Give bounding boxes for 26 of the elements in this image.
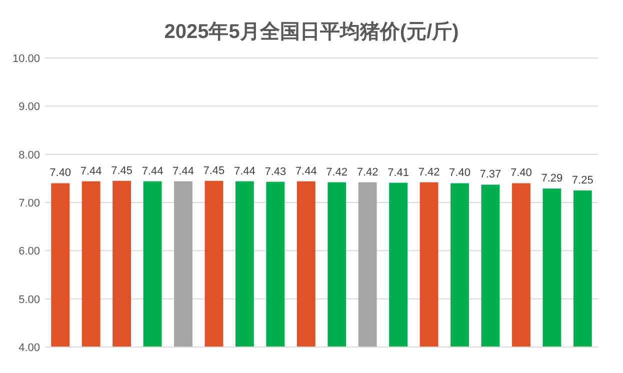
data-label: 7.44 [142,165,164,178]
data-label: 7.40 [50,167,72,180]
chart-title: 2025年5月全国日平均猪价(元/斤) [164,20,459,43]
y-tick-label: 4.00 [18,342,40,354]
y-tick-label: 10.00 [12,53,40,65]
data-label: 7.44 [234,165,256,178]
data-label: 7.45 [111,164,133,177]
data-label: 7.44 [295,165,317,178]
y-tick-label: 8.00 [18,149,40,162]
data-label: 7.44 [80,165,102,178]
data-label: 7.43 [264,166,286,178]
y-tick-label: 5.00 [18,294,40,306]
y-tick-label: 6.00 [18,246,40,258]
data-label: 7.42 [418,166,440,178]
data-label: 7.45 [203,164,225,177]
data-label: 7.40 [449,167,470,180]
data-label: 7.44 [172,165,194,178]
y-tick-label: 9.00 [18,101,40,114]
data-label: 7.37 [480,168,502,181]
data-label: 7.29 [541,172,563,185]
data-label: 7.41 [388,166,410,179]
data-label: 7.25 [572,174,594,186]
data-label: 7.40 [510,167,532,180]
y-tick-label: 7.00 [18,198,40,210]
data-label: 7.42 [326,166,348,178]
data-label: 7.42 [356,166,378,178]
